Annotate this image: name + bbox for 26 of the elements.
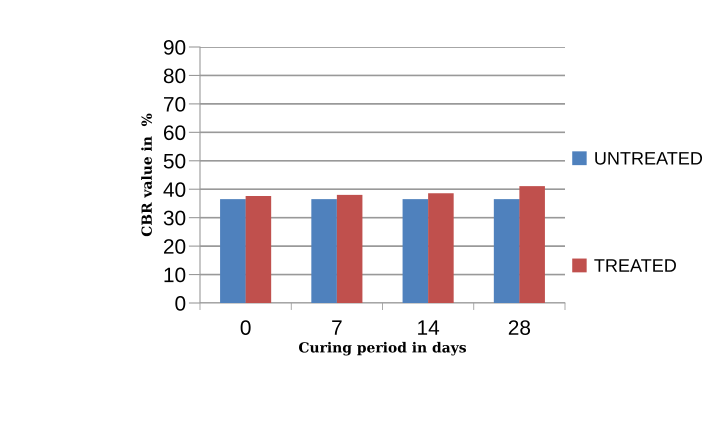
y-axis-title: CBR value in %	[141, 114, 152, 236]
y-tick-label: 0	[175, 296, 186, 311]
y-tick-label: 30	[164, 210, 186, 226]
y-tick-label: 80	[164, 68, 186, 84]
legend-label: UNTREATED	[595, 152, 702, 165]
x-tick-label: 14	[418, 320, 440, 335]
y-tick-label: 50	[164, 154, 186, 169]
y-tick-label: 70	[164, 96, 186, 112]
bar	[428, 193, 454, 303]
bar	[336, 194, 362, 303]
x-tick-label: 7	[332, 320, 342, 335]
y-tick-label: 20	[164, 239, 186, 254]
bar	[311, 199, 337, 303]
y-tick-label: 90	[164, 40, 186, 55]
x-tick-label: 28	[508, 320, 530, 335]
legend-label: TREATED	[594, 259, 676, 272]
y-tick-label: 10	[164, 268, 186, 282]
x-tick-label: 0	[240, 320, 251, 335]
bar	[402, 199, 428, 303]
bar	[246, 196, 272, 303]
bar	[519, 186, 545, 303]
bar	[494, 199, 520, 303]
bar	[220, 199, 246, 303]
x-axis-title: Curing period in days	[299, 342, 466, 356]
y-tick-label: 40	[163, 182, 186, 197]
y-tick-label: 60	[164, 125, 186, 140]
